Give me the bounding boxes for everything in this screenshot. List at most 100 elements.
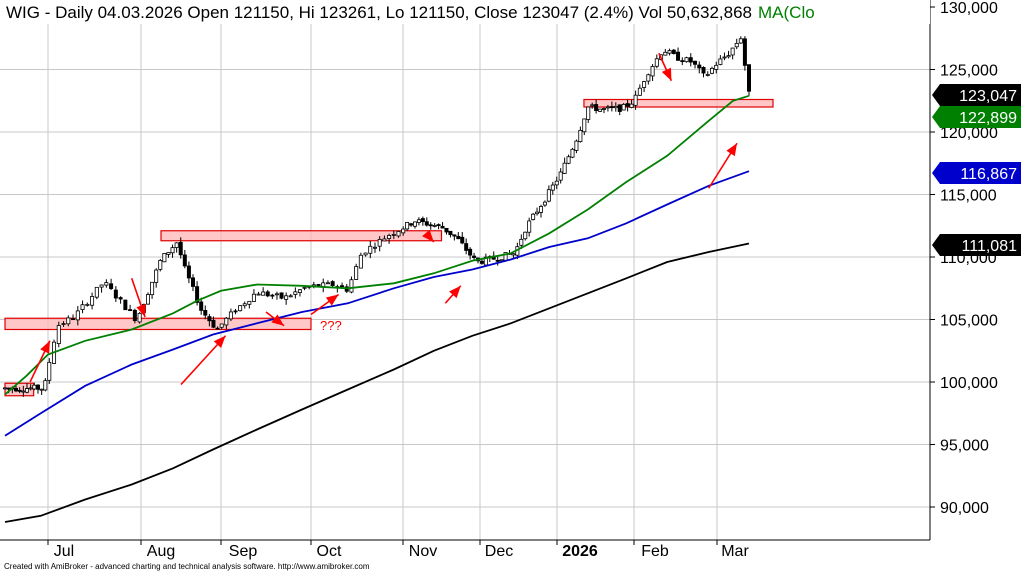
candle-body [654,58,659,67]
candle-body [85,303,90,306]
candle-body [90,296,95,306]
candle-body [43,380,48,391]
candle-body [734,42,739,48]
candle-body [693,60,698,65]
candle-body [542,201,547,206]
candle-body [17,389,22,392]
candle-body [190,277,195,287]
value-badge-label: 122,899 [959,110,1017,127]
candle-body [340,285,345,288]
resistance-zone [160,230,443,242]
candle-body [742,38,747,66]
candle-body [372,246,377,249]
candle-body [405,222,410,230]
candle-body [66,317,71,325]
chart-title: WIG - Daily 04.03.2026 Open 121150, Hi 1… [6,3,752,22]
candle-body [738,38,743,44]
candle-body [288,295,293,298]
candle-body [667,50,672,54]
candle-body [448,230,453,236]
candle-body [582,118,587,133]
candle-body [279,292,284,299]
candle-body [550,184,555,191]
candle-body [531,213,536,220]
x-axis-ticks: Jul Aug Sep Oct Nov Dec 2026 Feb Mar [47,540,749,560]
candle-body [284,295,289,300]
candle-body [21,390,26,393]
candle-body [166,252,171,255]
candle-body [195,286,200,303]
candle-body [150,281,155,296]
candle-body [358,254,363,269]
candle-body [688,57,693,63]
annotation-arrowhead [271,314,284,326]
candle-body [297,289,302,293]
value-badge-label: 116,867 [960,166,1017,183]
candle-body [483,256,488,266]
candle-body [629,103,634,108]
candle-body [391,234,396,236]
candle-body [24,388,29,393]
candle-body [154,269,159,283]
candle-body [270,294,275,297]
candle-body [32,384,37,390]
annotation-arrowhead [422,229,434,242]
candle-body [199,301,204,311]
candle-body [570,148,575,158]
candle-body [710,67,715,74]
question-marks-annotation: ??? [320,318,342,333]
candle-body [178,241,183,256]
moving-average-line [4,242,750,523]
candle-body [663,51,668,56]
moving-average-line [4,94,750,396]
value-badge [932,234,1021,256]
candle-body [527,220,532,233]
candle-body [697,64,702,69]
x-tick-label: Feb [641,543,669,560]
candle-body [511,253,516,256]
candle-body [219,323,224,328]
candle-body [590,104,595,107]
candle-body [676,51,681,61]
candle-body [56,325,61,344]
x-tick-label: Sep [229,543,258,560]
candle-body [203,309,208,316]
candle-body [261,291,266,296]
y-tick-label: 95,000 [940,438,989,455]
candle-body [265,291,270,297]
candle-body [123,299,128,311]
candle-body [705,74,710,76]
candle-body [293,291,298,295]
candle-body [132,309,137,321]
candle-body [452,234,457,237]
candle-body [104,282,109,286]
candle-body [35,384,40,390]
candle-body [495,259,500,262]
candle-body [535,211,540,215]
candle-body [256,293,261,296]
price-candles [3,36,752,397]
candle-body [61,323,66,325]
candle-body [409,223,414,226]
footer-credit: Created with AmiBroker - advanced charti… [4,562,370,571]
chart-grid [0,6,930,540]
y-tick-label: 130,000 [940,0,998,17]
candle-body [118,297,123,300]
candle-body [170,247,175,254]
candle-body [3,387,8,390]
candle-body [554,180,559,186]
candle-body [722,56,727,59]
resistance-zone [583,98,774,108]
candle-body [464,243,469,251]
candle-body [382,238,387,242]
y-tick-label: 100,000 [940,375,998,392]
candle-body [162,253,167,263]
candle-body [224,317,229,326]
candle-body [747,64,752,92]
candle-body [642,81,647,88]
annotation-arrowhead [726,143,737,157]
candle-body [215,327,220,330]
annotation-arrowhead [136,304,146,317]
